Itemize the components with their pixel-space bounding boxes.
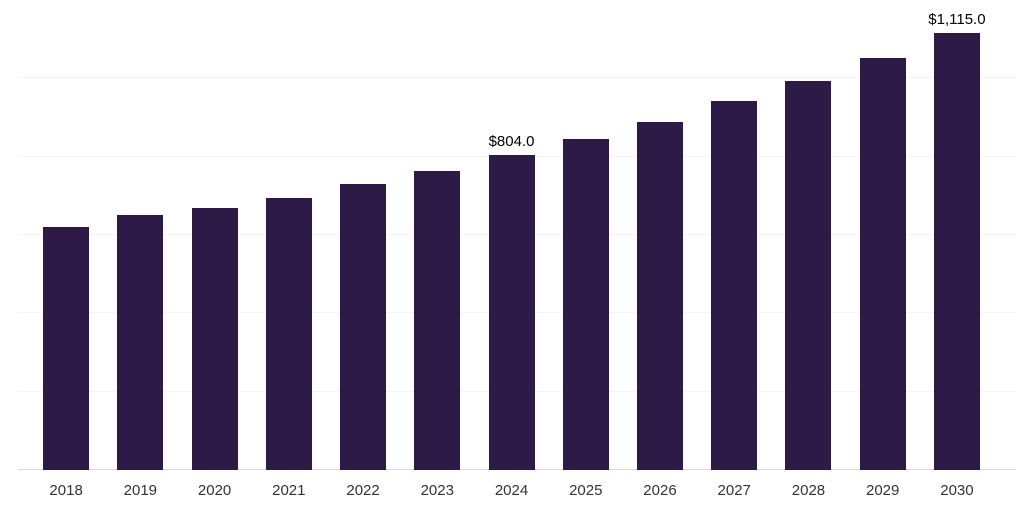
bar-2030: [933, 33, 980, 470]
x-tick-label-2030: 2030: [940, 482, 974, 499]
x-tick-label-2029: 2029: [866, 482, 900, 499]
bar-value-label-2024: $804.0: [488, 133, 535, 150]
bar-column-2027: [697, 0, 771, 470]
plot-area: $804.0 $1,115.0: [29, 0, 994, 470]
x-tick-label-2024: 2024: [494, 482, 529, 499]
bar-column-2026: [623, 0, 697, 470]
bar-value-label-2030: $1,115.0: [928, 11, 986, 28]
bar-2027: [711, 101, 758, 470]
bar-2026: [636, 122, 683, 470]
bar-column-2020: [177, 0, 251, 470]
x-tick-label-2027: 2027: [717, 482, 751, 499]
bar-2029: [859, 58, 906, 470]
bar-column-2021: [252, 0, 326, 470]
x-tick-label-2025: 2025: [569, 482, 603, 499]
x-tick-label-2019: 2019: [123, 482, 158, 499]
bar-column-2029: [846, 0, 920, 470]
bar-2028: [785, 81, 832, 470]
bar-2023: [414, 171, 461, 470]
x-tick-label-2023: 2023: [420, 482, 454, 499]
bar-column-2028: [771, 0, 845, 470]
bar-column-2019: [103, 0, 177, 470]
x-axis: 2018 2019 2020 2021 2022 2023 2024 2025 2026 2027…: [29, 482, 994, 500]
bar-column-2023: [400, 0, 474, 470]
x-tick-label-2026: 2026: [643, 482, 677, 499]
bar-2025: [562, 139, 609, 470]
bar-2022: [340, 184, 387, 470]
bar-column-2022: [326, 0, 400, 470]
bar-column-2030: $1,115.0: [920, 0, 994, 470]
x-tick-label-2022: 2022: [346, 482, 380, 499]
bar-2020: [191, 208, 238, 470]
x-tick-label-2028: 2028: [791, 482, 826, 499]
bar-column-2018: [29, 0, 103, 470]
gridline: [18, 77, 1016, 79]
bar-2024: [488, 155, 535, 470]
bar-column-2025: [549, 0, 623, 470]
x-tick-label-2021: 2021: [272, 482, 306, 499]
bar-2021: [265, 198, 312, 470]
bar-2019: [117, 215, 164, 470]
bar-column-2024: $804.0: [474, 0, 548, 470]
bar-2018: [43, 227, 90, 470]
x-tick-label-2020: 2020: [197, 482, 232, 499]
x-tick-label-2018: 2018: [49, 482, 83, 499]
